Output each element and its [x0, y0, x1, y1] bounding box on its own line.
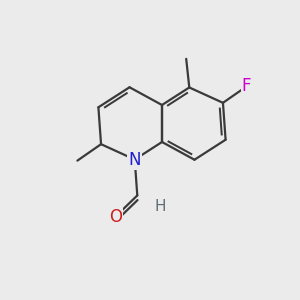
Text: O: O: [109, 208, 122, 226]
Text: N: N: [128, 151, 141, 169]
Text: F: F: [242, 77, 251, 95]
Text: H: H: [154, 199, 166, 214]
